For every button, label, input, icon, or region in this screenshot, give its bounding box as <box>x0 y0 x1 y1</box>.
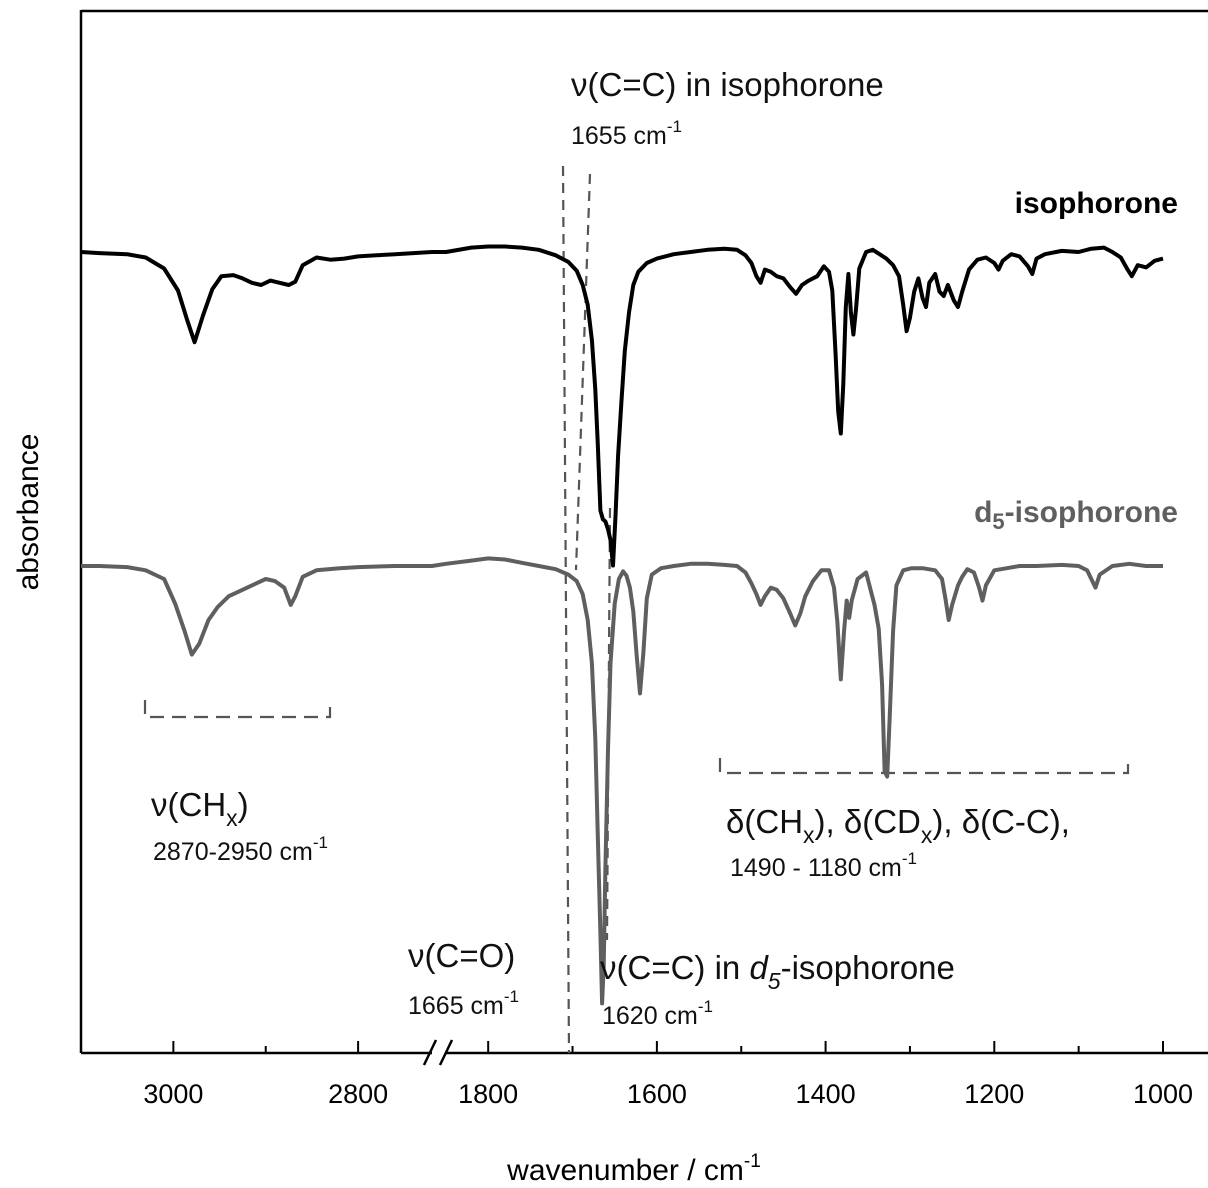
bracket-ch-stretch <box>143 700 332 719</box>
series-line-d5-isophorone <box>81 556 1163 1006</box>
annotation-cc-d5-value: 1620 cm-1 <box>602 997 713 1030</box>
guide-line-co <box>561 165 571 1054</box>
axis-break-mark <box>438 1039 454 1066</box>
annotation-co-title: ν(C=O) <box>408 937 515 974</box>
x-tick-label-1400: 1400 <box>796 1079 856 1109</box>
x-axis-title: wavenumber / cm-1 <box>506 1151 761 1187</box>
x-tick-label-1800: 1800 <box>458 1079 518 1109</box>
annotation-deformation-title: δ(CHx), δ(CDx), δ(C-C), <box>726 803 1070 848</box>
x-tick-label-2800: 2800 <box>328 1079 388 1109</box>
x-tick-label-3000: 3000 <box>143 1079 203 1109</box>
x-tick-label-1600: 1600 <box>627 1079 687 1109</box>
annotation-deformation-value: 1490 - 1180 cm-1 <box>730 849 917 882</box>
guide-line-cc-d5 <box>605 507 612 941</box>
annotation-cc-isophorone-title: ν(C=C) in isophorone <box>571 66 884 103</box>
y-axis-title: absorbance <box>12 434 45 591</box>
x-tick-label-1000: 1000 <box>1133 1079 1193 1109</box>
annotation-co-value: 1665 cm-1 <box>408 987 519 1020</box>
annotation-cc-isophorone-value: 1655 cm-1 <box>571 117 682 150</box>
axis-break-mark <box>422 1039 438 1066</box>
annotation-ch-value: 2870-2950 cm-1 <box>153 833 328 866</box>
x-tick-label-1200: 1200 <box>964 1079 1024 1109</box>
x-ticks <box>172 1041 1164 1053</box>
series-label-isophorone: isophorone <box>1015 187 1178 220</box>
annotation-ch-title: ν(CHx) <box>151 786 249 831</box>
annotation-cc-d5-title: ν(C=C) in d5-isophorone <box>600 949 955 994</box>
x-tick-labels: 3000 2800 1800 1600 1400 1200 1000 <box>143 1079 1193 1109</box>
bracket-deformation <box>718 756 1130 775</box>
series-label-d5-isophorone: d5-isophorone <box>974 496 1178 534</box>
series-line-isophorone <box>80 244 1164 568</box>
guide-line-cc-isophorone <box>574 173 592 571</box>
